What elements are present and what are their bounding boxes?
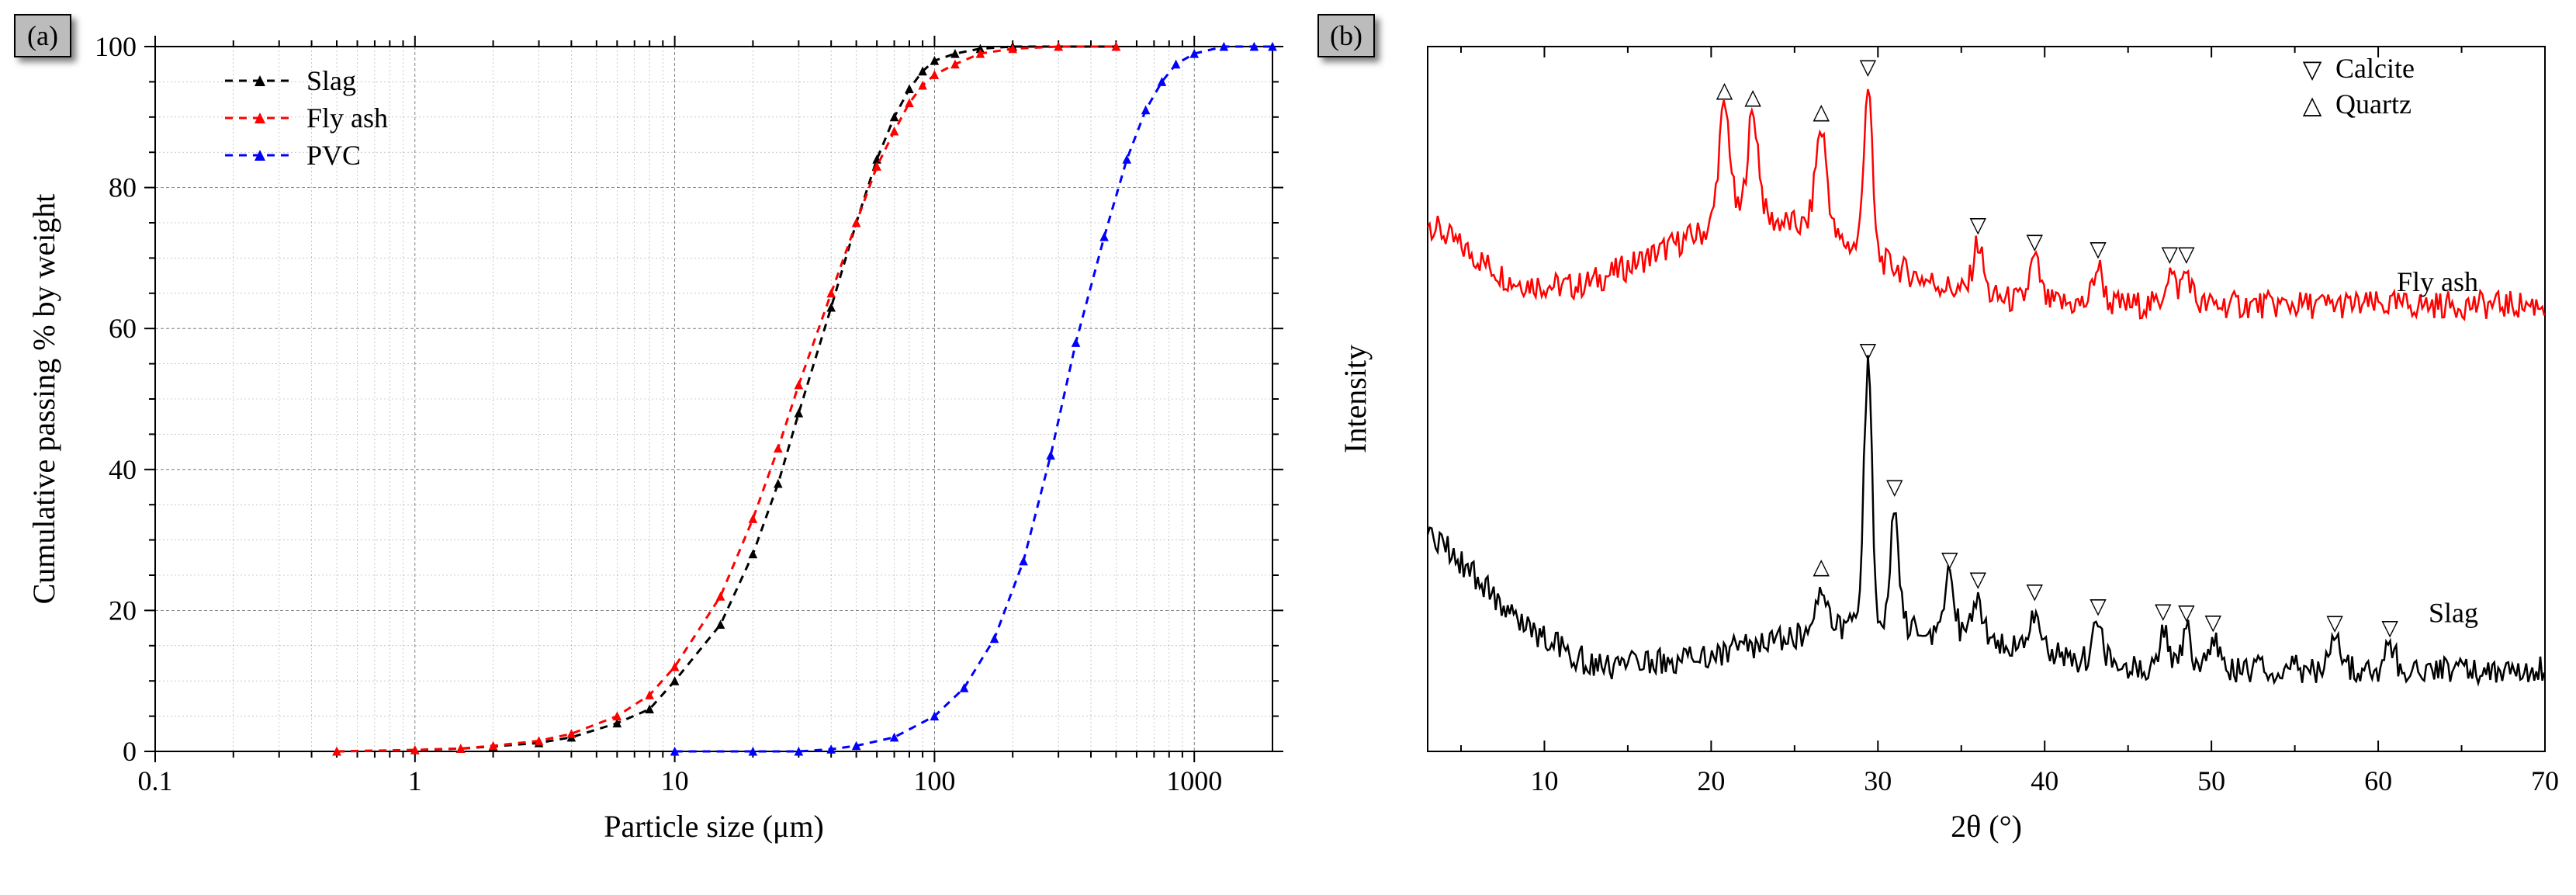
peak-marker: ▽ — [1886, 476, 1903, 500]
panel-a-svg: 0.1 1 10 100 1000 0 20 40 60 80 100 Particle size (… — [0, 0, 1304, 891]
trace-label-fly-ash: Fly ash — [2397, 266, 2478, 297]
peak-marker: ▽ — [2381, 616, 2398, 640]
panel-b-badge: (b) — [1317, 14, 1375, 57]
panel-b-xtick: 50 — [2197, 765, 2225, 796]
panel-b-xtick: 60 — [2364, 765, 2392, 796]
peak-marker: ▽ — [2155, 600, 2172, 624]
panel-b-xtick: 70 — [2531, 765, 2559, 796]
figure-root: (a) 0.1 1 10 100 1000 0 20 40 60 80 100 Particle si… — [0, 0, 2576, 891]
legend-symbol: ▽ — [2303, 55, 2322, 83]
panel-a-xtick: 0.1 — [138, 765, 173, 796]
peak-marker: ▽ — [2027, 580, 2044, 604]
peak-marker: ▽ — [2090, 595, 2107, 619]
panel-b-ylabel: Intensity — [1338, 345, 1373, 453]
panel-a-xtick: 100 — [913, 765, 955, 796]
legend-symbol: △ — [2303, 91, 2322, 119]
peak-marker: ▽ — [2162, 242, 2179, 266]
panel-a-ytick: 80 — [109, 172, 137, 203]
panel-a-badge: (a) — [14, 14, 71, 57]
panel-b-xtick: 10 — [1530, 765, 1558, 796]
panel-a-badge-label: (a) — [27, 19, 58, 52]
peak-marker: △ — [1813, 100, 1830, 124]
peak-marker: ▽ — [1941, 548, 1958, 572]
panel-a-ytick: 60 — [109, 313, 137, 344]
peak-marker: ▽ — [1969, 213, 1986, 238]
peak-marker: ▽ — [2027, 231, 2044, 255]
peak-marker: △ — [1716, 78, 1733, 102]
peak-marker: ▽ — [1969, 568, 1986, 592]
legend-label: Quartz — [2335, 88, 2412, 120]
panel-b-badge-label: (b) — [1330, 19, 1362, 52]
legend-label: Calcite — [2335, 53, 2415, 84]
panel-b-xtick: 20 — [1697, 765, 1725, 796]
panel-a-ytick: 20 — [109, 595, 137, 626]
panel-a-ylabel: Cumulative passing % by weight — [26, 194, 61, 605]
peak-marker: ▽ — [2326, 612, 2343, 636]
peak-marker: ▽ — [1860, 339, 1877, 363]
peak-marker: △ — [1744, 85, 1761, 109]
panel-a: (a) 0.1 1 10 100 1000 0 20 40 60 80 100 Particle si… — [0, 0, 1304, 891]
panel-a-xtick: 1000 — [1166, 765, 1222, 796]
peak-marker: ▽ — [2205, 611, 2222, 635]
trace-label-slag: Slag — [2429, 598, 2478, 629]
peak-marker: ▽ — [2090, 238, 2107, 262]
panel-b-svg: 102030405060702θ (°)Intensity△△△▽▽▽▽▽▽Fl… — [1304, 0, 2576, 891]
legend-label: PVC — [306, 140, 361, 171]
peak-marker: ▽ — [2178, 601, 2195, 625]
panel-a-ytick: 100 — [95, 31, 137, 62]
panel-a-ytick: 0 — [123, 736, 137, 767]
peak-marker: ▽ — [1860, 55, 1877, 79]
panel-a-ytick: 40 — [109, 454, 137, 485]
panel-a-xtick: 1 — [408, 765, 422, 796]
panel-b-xtick: 40 — [2031, 765, 2058, 796]
panel-a-xtick: 10 — [661, 765, 689, 796]
panel-b: (b) 102030405060702θ (°)Intensity△△△▽▽▽▽… — [1304, 0, 2576, 891]
peak-marker: △ — [1813, 555, 1830, 579]
panel-b-xlabel: 2θ (°) — [1951, 809, 2022, 844]
panel-a-xlabel: Particle size (μm) — [604, 809, 824, 844]
panel-b-xtick: 30 — [1864, 765, 1892, 796]
legend-label: Slag — [306, 65, 356, 96]
peak-marker: ▽ — [2178, 243, 2195, 267]
legend-label: Fly ash — [306, 102, 388, 134]
